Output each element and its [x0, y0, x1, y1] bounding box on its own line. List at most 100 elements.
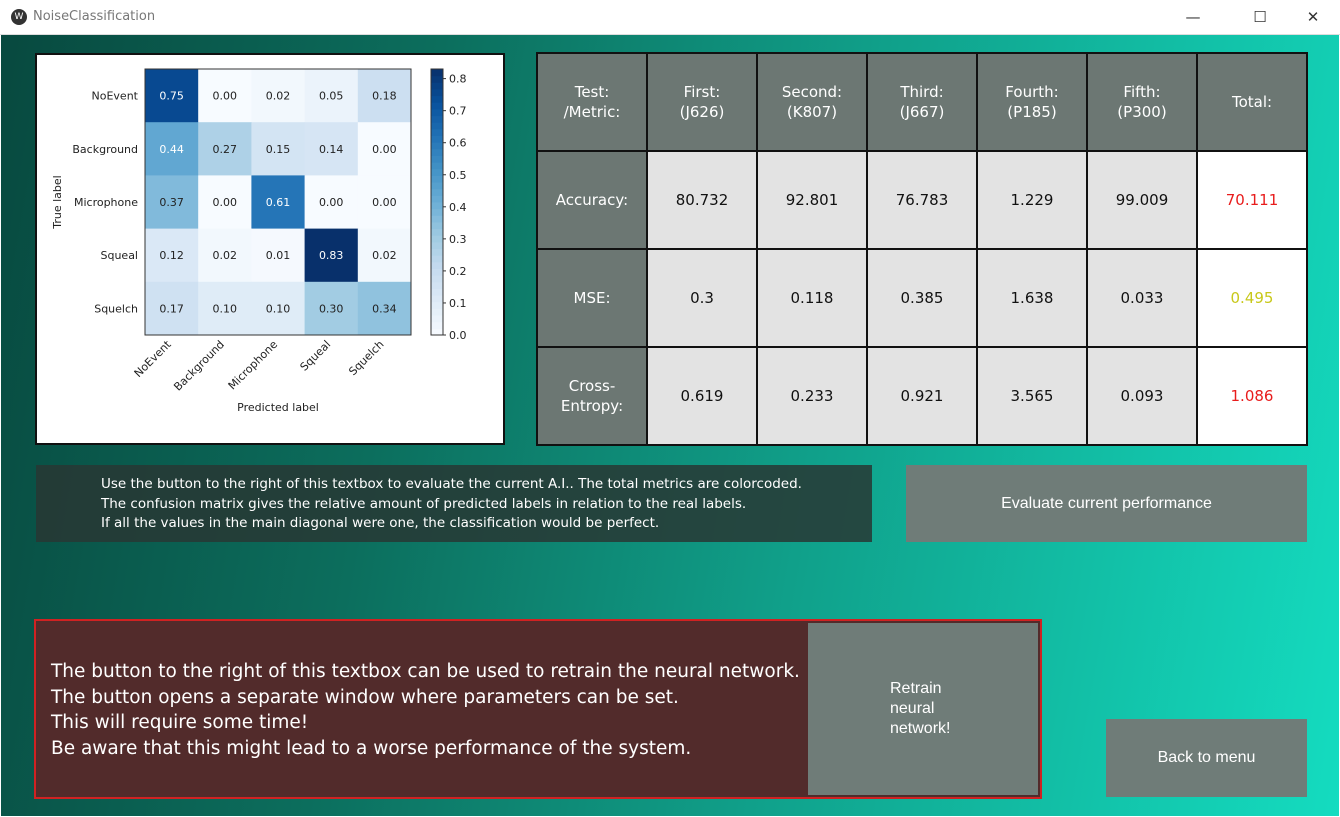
- matrix-cell: [145, 122, 199, 176]
- colorbar-segment: [431, 215, 443, 223]
- matrix-cell: [304, 122, 359, 176]
- close-button[interactable]: ✕: [1306, 8, 1320, 26]
- evaluate-info-textbox: Use the button to the right of this text…: [36, 465, 872, 542]
- colorbar-segment: [431, 321, 443, 329]
- cell-value-label: 0.01: [266, 249, 291, 262]
- colorbar-segment: [431, 102, 443, 110]
- table-cell: 0.385: [868, 250, 976, 346]
- colorbar-segment: [431, 275, 443, 283]
- matrix-cell: [145, 281, 199, 336]
- y-tick-label: Microphone: [74, 196, 138, 209]
- row-label: Accuracy:: [538, 152, 646, 248]
- colorbar-segment: [431, 88, 443, 97]
- matrix-cell: [145, 175, 199, 230]
- colorbar-segment: [431, 248, 443, 256]
- colorbar-segment: [431, 148, 443, 156]
- matrix-cell: [251, 281, 306, 336]
- colorbar-segment: [431, 301, 443, 309]
- colorbar-segment: [431, 182, 443, 190]
- cell-value-label: 0.44: [159, 143, 184, 156]
- matrix-cell: [304, 175, 359, 230]
- table-cell: 80.732: [648, 152, 756, 248]
- colorbar-segment: [431, 142, 443, 150]
- matrix-cell: [304, 69, 359, 123]
- colorbar-segment: [431, 315, 443, 323]
- cell-value-label: 0.02: [266, 90, 291, 103]
- colorbar-segment: [431, 108, 443, 117]
- table-header-cell: Fourth: (P185): [978, 54, 1086, 150]
- cell-value-label: 0.02: [213, 249, 238, 262]
- colorbar-segment: [431, 328, 443, 336]
- colorbar-segment: [431, 308, 443, 316]
- colorbar-segment: [431, 195, 443, 203]
- table-cell: 0.033: [1088, 250, 1196, 346]
- x-axis-label: Predicted label: [237, 401, 319, 414]
- table-cell: 76.783: [868, 152, 976, 248]
- colorbar-segment: [431, 268, 443, 276]
- colorbar-segment: [431, 288, 443, 296]
- table-cell: 0.3: [648, 250, 756, 346]
- info-line: If all the values in the main diagonal w…: [101, 515, 660, 531]
- table-header-cell: First: (J626): [648, 54, 756, 150]
- table-cell: 99.009: [1088, 152, 1196, 248]
- cell-value-label: 0.00: [372, 143, 397, 156]
- table-cell: 1.638: [978, 250, 1086, 346]
- table-cell: 0.921: [868, 348, 976, 444]
- metrics-table: Test: /Metric: First: (J626) Second: (K807…: [536, 52, 1308, 446]
- matrix-cell: [198, 69, 252, 123]
- y-axis-label: True label: [51, 175, 64, 229]
- table-cell: 0.118: [758, 250, 866, 346]
- colorbar-segment: [431, 168, 443, 176]
- cell-value-label: 0.05: [319, 90, 344, 103]
- colorbar-tick-label: 0.6: [449, 137, 467, 150]
- colorbar-segment: [431, 208, 443, 216]
- cell-value-label: 0.18: [372, 90, 397, 103]
- colorbar-segment: [431, 241, 443, 250]
- matrix-cell: [251, 69, 306, 123]
- retrain-line: Be aware that this might lead to a worse…: [51, 737, 692, 759]
- cell-value-label: 0.61: [266, 196, 291, 209]
- colorbar-segment: [431, 235, 443, 243]
- cell-value-label: 0.00: [213, 196, 238, 209]
- matrix-cell: [198, 281, 252, 336]
- colorbar-tick-label: 0.8: [449, 73, 467, 86]
- colorbar-segment: [431, 281, 443, 289]
- colorbar-segment: [431, 261, 443, 269]
- back-to-menu-button[interactable]: Back to menu: [1106, 719, 1307, 797]
- retrain-info-box: The button to the right of this textbox …: [34, 619, 1042, 799]
- table-cell: 1.229: [978, 152, 1086, 248]
- colorbar-tick-label: 0.5: [449, 169, 467, 182]
- colorbar-tick-label: 0.2: [449, 265, 467, 278]
- colorbar-tick-label: 0.7: [449, 105, 467, 118]
- colorbar-tick-label: 0.3: [449, 233, 467, 246]
- colorbar-segment: [431, 162, 443, 170]
- table-cell: 3.565: [978, 348, 1086, 444]
- minimize-button[interactable]: —: [1185, 8, 1201, 26]
- maximize-button[interactable]: ☐: [1253, 8, 1267, 26]
- matrix-cell: [251, 122, 306, 176]
- total-cell: 70.111: [1198, 152, 1306, 248]
- table-cell: 92.801: [758, 152, 866, 248]
- cell-value-label: 0.02: [372, 249, 397, 262]
- total-cell: 0.495: [1198, 250, 1306, 346]
- colorbar-segment: [431, 155, 443, 163]
- matrix-cell: [198, 122, 252, 176]
- matrix-cell: [357, 228, 412, 283]
- matrix-cell: [251, 228, 306, 283]
- cell-value-label: 0.00: [372, 196, 397, 209]
- evaluate-performance-button[interactable]: Evaluate current performance: [906, 465, 1307, 542]
- table-header-cell: Second: (K807): [758, 54, 866, 150]
- colorbar-tick-label: 0.0: [449, 329, 467, 342]
- cell-value-label: 0.27: [213, 143, 238, 156]
- matrix-cell: [357, 122, 412, 176]
- retrain-network-button[interactable]: Retrain neural network!: [808, 623, 1038, 795]
- retrain-line: This will require some time!: [51, 712, 309, 733]
- colorbar-tick-label: 0.1: [449, 297, 467, 310]
- matrix-cell: [304, 228, 359, 283]
- colorbar-segment: [431, 95, 443, 103]
- matrix-cell: [198, 228, 252, 283]
- window-title: NoiseClassification: [33, 9, 156, 24]
- y-tick-label: NoEvent: [92, 90, 139, 103]
- y-tick-label: Squelch: [94, 302, 138, 315]
- info-line: Use the button to the right of this text…: [101, 476, 802, 492]
